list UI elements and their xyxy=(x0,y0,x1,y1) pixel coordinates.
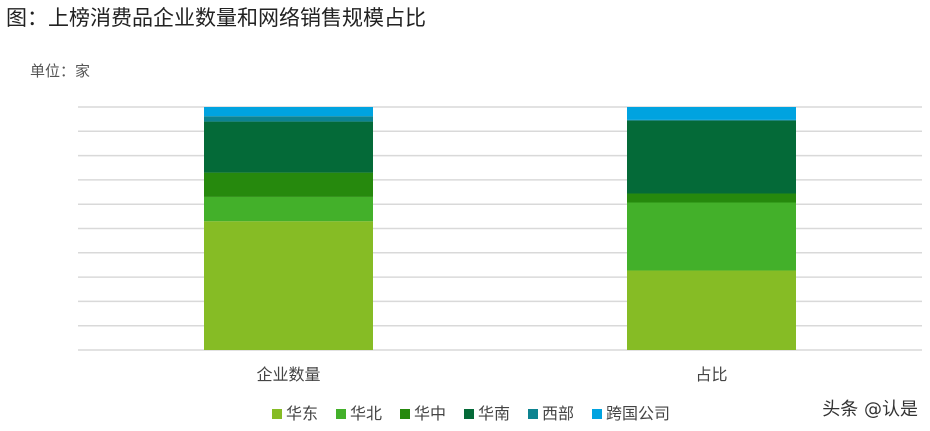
bar-segment-跨国公司 xyxy=(627,107,796,120)
legend-swatch xyxy=(272,409,282,419)
legend-label: 华中 xyxy=(414,404,446,423)
x-tick-label: 占比 xyxy=(695,365,727,384)
watermark: 头条 @认是 xyxy=(822,399,918,420)
legend-swatch xyxy=(464,409,474,419)
bar-segment-西部 xyxy=(627,119,796,121)
unit-label: 单位：家 xyxy=(30,62,91,80)
bar-segment-华中 xyxy=(204,172,373,197)
x-tick-label: 企业数量 xyxy=(256,365,320,384)
bar-segment-西部 xyxy=(204,116,373,122)
bar-segment-跨国公司 xyxy=(204,107,373,117)
bar-segment-华南 xyxy=(627,120,796,194)
legend-label: 西部 xyxy=(542,404,574,423)
chart-title: 图：上榜消费品企业数量和网络销售规模占比 xyxy=(6,6,426,30)
legend-swatch xyxy=(336,409,346,419)
legend-swatch xyxy=(528,409,538,419)
bar-segment-华南 xyxy=(204,121,373,173)
bar-segment-华北 xyxy=(204,196,373,222)
legend-label: 华东 xyxy=(286,404,318,423)
legend-label: 华北 xyxy=(350,404,382,423)
legend-swatch xyxy=(400,409,410,419)
bar-segment-华中 xyxy=(627,193,796,203)
legend-label: 跨国公司 xyxy=(606,404,670,423)
bar-segment-华北 xyxy=(627,202,796,271)
legend-label: 华南 xyxy=(478,404,510,423)
bar-segment-华东 xyxy=(204,221,373,350)
bar-segment-华东 xyxy=(627,270,796,350)
legend-swatch xyxy=(592,409,602,419)
